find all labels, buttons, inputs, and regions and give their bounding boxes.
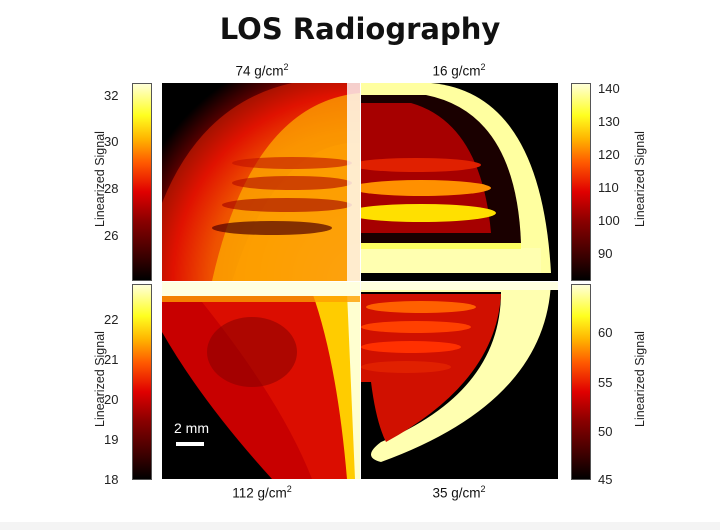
tick-label: 30 — [104, 134, 119, 149]
colorbar-top-left — [132, 83, 152, 281]
colorbar-bottom-left — [132, 284, 152, 480]
tick-label: 100 — [598, 213, 620, 228]
colorbar-axis-label: Linearized Signal — [633, 331, 647, 427]
colorbar-bottom-right — [571, 284, 591, 480]
tick-label: 120 — [598, 147, 620, 162]
colorbar-axis-label: Linearized Signal — [93, 131, 107, 227]
tick-label: 28 — [104, 181, 119, 196]
colorbar-top-right — [571, 83, 591, 281]
tick-label: 130 — [598, 114, 620, 129]
radiograph-image — [361, 282, 558, 479]
colorbar-axis-label: Linearized Signal — [93, 331, 107, 427]
tick-label: 18 — [104, 472, 119, 487]
tick-label: 20 — [104, 392, 119, 407]
panel-label-bottom-left: 112 g/cm2 — [232, 484, 292, 501]
scalebar — [176, 442, 204, 446]
panel-label-top-left: 74 g/cm2 — [235, 62, 289, 79]
radiograph-image — [361, 83, 558, 281]
bottom-strip — [0, 522, 720, 530]
figure-title: LOS Radiography — [219, 12, 501, 46]
radiograph-image — [162, 83, 360, 281]
radiograph-panel-top-left — [162, 83, 360, 281]
tick-label: 19 — [104, 432, 119, 447]
scalebar-label: 2 mm — [174, 420, 209, 436]
radiograph-panel-bottom-left: 2 mm — [162, 282, 360, 479]
panel-label-bottom-right: 35 g/cm2 — [432, 484, 486, 501]
tick-label: 45 — [598, 472, 613, 487]
tick-label: 90 — [598, 246, 613, 261]
colorbar-axis-label: Linearized Signal — [633, 131, 647, 227]
radiograph-panel-bottom-right — [361, 282, 558, 479]
radiograph-image — [162, 282, 360, 479]
tick-label: 22 — [104, 312, 119, 327]
panel-label-top-right: 16 g/cm2 — [432, 62, 486, 79]
tick-label: 21 — [104, 352, 119, 367]
tick-label: 50 — [598, 424, 613, 439]
tick-label: 110 — [598, 180, 619, 195]
tick-label: 140 — [598, 81, 620, 96]
radiograph-panel-top-right — [361, 83, 558, 281]
tick-label: 32 — [104, 88, 119, 103]
tick-label: 55 — [598, 375, 613, 390]
tick-label: 60 — [598, 325, 613, 340]
tick-label: 26 — [104, 228, 119, 243]
